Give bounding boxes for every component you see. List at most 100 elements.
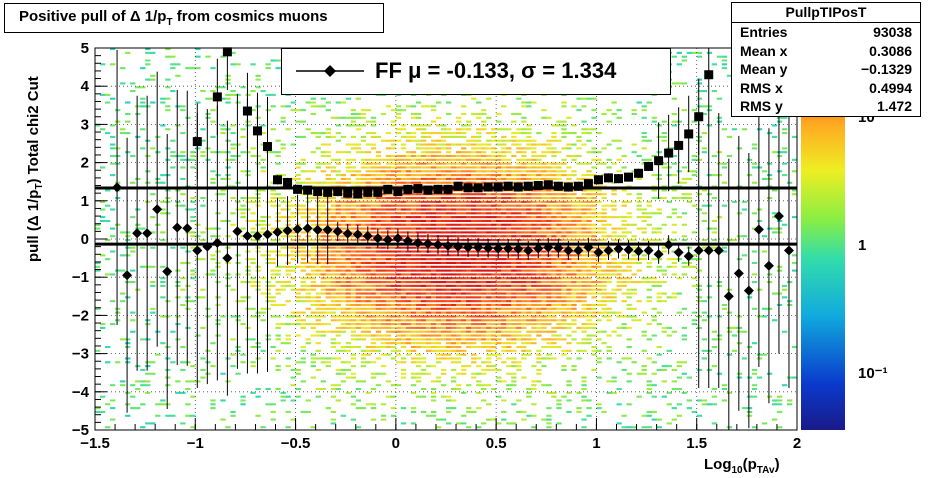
heat-cell — [466, 334, 472, 337]
heat-cell — [390, 345, 397, 349]
heat-cell — [290, 265, 296, 268]
heat-cell — [641, 372, 647, 375]
heat-cell — [456, 258, 462, 261]
heat-cell — [380, 258, 387, 261]
heat-cell — [531, 212, 537, 215]
heat-cell — [205, 147, 211, 150]
heat-cell — [591, 345, 597, 349]
heat-cell — [536, 193, 542, 196]
heat-cell — [320, 170, 326, 173]
heat-cell — [275, 154, 281, 158]
heat-cell — [521, 300, 527, 303]
heat-cell — [456, 387, 462, 391]
heat-cell — [440, 216, 447, 219]
heat-cell — [481, 124, 487, 127]
heat-cell — [360, 323, 367, 326]
heat-cell — [125, 345, 131, 349]
heat-cell — [651, 418, 657, 421]
heat-cell — [606, 380, 612, 383]
heat-cell — [420, 170, 427, 173]
heat-cell — [285, 216, 291, 219]
heat-cell — [486, 170, 492, 173]
heat-cell — [571, 258, 577, 261]
heat-cell — [380, 166, 387, 169]
heat-cell — [400, 269, 407, 272]
heat-cell — [415, 345, 422, 349]
heat-cell — [410, 323, 417, 326]
heat-cell — [576, 109, 582, 112]
heat-cell — [345, 212, 352, 215]
heat-cell — [561, 219, 567, 222]
heat-cell — [440, 334, 447, 337]
heat-cell — [160, 284, 166, 287]
heat-cell — [435, 212, 442, 215]
heat-cell — [415, 219, 422, 222]
heat-cell — [526, 281, 532, 284]
heat-cell — [185, 67, 191, 70]
heat-cell — [310, 361, 316, 364]
heat-cell — [541, 216, 547, 219]
heat-cell — [476, 288, 482, 291]
heat-cell — [461, 292, 467, 295]
heat-cell — [451, 349, 457, 352]
heat-cell — [451, 132, 457, 135]
heat-cell — [440, 418, 447, 421]
heat-cell — [481, 174, 487, 177]
heat-cell — [125, 281, 131, 284]
heat-cell — [395, 132, 402, 135]
heat-cell — [651, 258, 657, 261]
heat-cell — [456, 128, 462, 131]
heat-cell — [661, 269, 667, 272]
heat-cell — [676, 403, 682, 406]
heat-cell — [300, 349, 306, 352]
heat-cell — [591, 193, 597, 196]
heat-cell — [190, 246, 196, 249]
heat-cell — [435, 170, 442, 173]
heat-cell — [380, 231, 387, 234]
heat-cell — [476, 380, 482, 383]
heat-cell — [225, 174, 231, 177]
heat-cell — [225, 93, 231, 96]
heat-cell — [546, 174, 552, 177]
heat-cell — [641, 281, 647, 284]
heat-cell — [466, 342, 472, 345]
heat-cell — [546, 223, 552, 226]
heat-cell — [676, 170, 682, 173]
heat-cell — [531, 154, 537, 158]
heat-cell — [300, 135, 306, 138]
heat-cell — [661, 368, 667, 371]
heat-cell — [340, 177, 347, 180]
heat-cell — [410, 219, 417, 222]
heat-cell — [571, 254, 577, 257]
heat-cell — [626, 212, 632, 215]
heat-cell — [526, 132, 532, 135]
heat-cell — [395, 342, 402, 345]
heat-cell — [335, 265, 341, 268]
heat-cell — [360, 116, 367, 119]
heat-cell — [270, 193, 276, 196]
heat-cell — [235, 319, 241, 322]
heat-cell — [380, 277, 387, 280]
heat-cell — [305, 219, 311, 222]
heat-cell — [405, 277, 412, 280]
heat-cell — [165, 414, 171, 417]
heat-cell — [250, 261, 256, 265]
heat-cell — [561, 216, 567, 219]
heat-cell — [691, 174, 698, 177]
heat-cell — [360, 380, 367, 383]
heat-cell — [476, 170, 482, 173]
heat-cell — [556, 303, 562, 307]
heat-cell — [350, 265, 357, 268]
heat-cell — [355, 326, 362, 329]
heat-cell — [415, 147, 422, 150]
heat-cell — [225, 158, 231, 161]
heat-cell — [526, 162, 532, 165]
heat-cell — [531, 177, 537, 180]
heat-cell — [646, 277, 652, 280]
heat-cell — [481, 368, 487, 371]
heat-cell — [395, 158, 402, 161]
heat-cell — [420, 143, 427, 146]
heat-cell — [551, 277, 557, 280]
heat-cell — [466, 158, 472, 161]
heat-cell — [95, 349, 101, 352]
